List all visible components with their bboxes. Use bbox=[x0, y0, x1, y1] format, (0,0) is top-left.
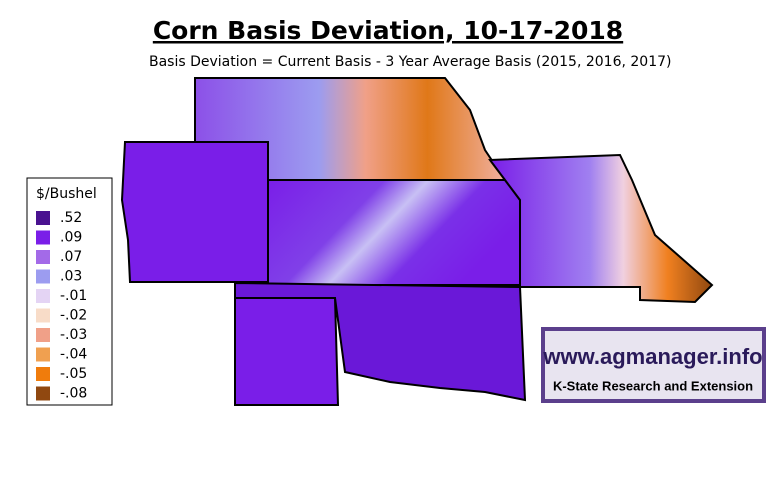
title: Corn Basis Deviation, 10-17-2018 bbox=[153, 16, 623, 45]
legend-label: -.04 bbox=[60, 347, 87, 363]
legend-label: -.02 bbox=[60, 308, 87, 324]
texas-panhandle bbox=[234, 297, 340, 406]
logo-org: K-State Research and Extension bbox=[553, 378, 753, 393]
legend-swatch bbox=[36, 308, 50, 323]
legend-swatch bbox=[36, 269, 50, 284]
legend: $/Bushel .52 .09 .07 .03 -.01 -.02 -.03 -.04 -.0… bbox=[26, 177, 113, 406]
legend-label: -.01 bbox=[60, 288, 87, 304]
legend-swatch bbox=[36, 328, 50, 342]
legend-label: .09 bbox=[60, 230, 82, 246]
legend-label: -.05 bbox=[60, 366, 87, 382]
colorado-region bbox=[120, 141, 269, 283]
legend-swatch bbox=[36, 211, 50, 225]
logo: www.agmanager.info K-State Research and … bbox=[541, 327, 766, 403]
legend-swatch bbox=[36, 289, 50, 303]
legend-swatch bbox=[36, 367, 50, 381]
kansas bbox=[267, 179, 521, 286]
legend-swatch bbox=[36, 386, 50, 401]
legend-swatch bbox=[36, 250, 50, 264]
legend-label: -.03 bbox=[60, 327, 87, 343]
legend-label: .07 bbox=[60, 249, 82, 265]
legend-swatch bbox=[36, 347, 50, 362]
logo-box bbox=[541, 327, 766, 403]
legend-title: $/Bushel bbox=[36, 186, 97, 202]
map bbox=[120, 77, 714, 406]
legend-label: -.08 bbox=[60, 386, 87, 402]
legend-swatch bbox=[36, 230, 50, 245]
legend-label: .03 bbox=[60, 269, 82, 285]
logo-url: www.agmanager.info bbox=[542, 344, 762, 369]
missouri bbox=[488, 153, 714, 304]
legend-label: .52 bbox=[60, 210, 82, 226]
subtitle: Basis Deviation = Current Basis - 3 Year… bbox=[149, 54, 671, 70]
